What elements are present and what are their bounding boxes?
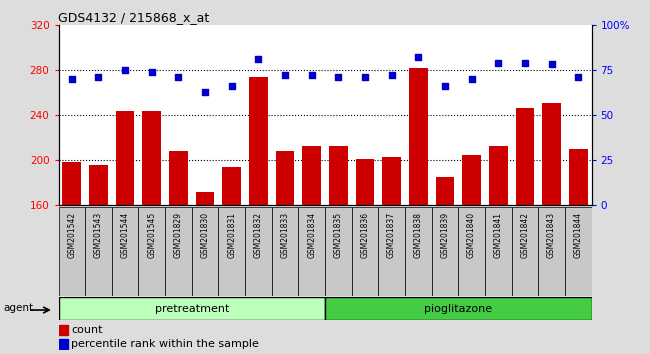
Bar [58, 339, 68, 349]
Point [173, 74, 184, 80]
Point [333, 74, 343, 80]
Bar [196, 192, 215, 205]
Bar [58, 207, 85, 296]
Bar [302, 145, 321, 205]
Text: GSM201543: GSM201543 [94, 211, 103, 258]
Bar [542, 103, 561, 205]
Point [307, 73, 317, 78]
Bar [298, 207, 325, 296]
Point [227, 83, 237, 89]
Text: pioglitazone: pioglitazone [424, 304, 492, 314]
Text: GSM201833: GSM201833 [281, 211, 289, 258]
Point [520, 60, 530, 65]
Point [386, 73, 396, 78]
Bar [485, 207, 512, 296]
Bar [58, 325, 68, 335]
Bar [515, 108, 534, 205]
Bar [512, 207, 538, 296]
Bar [329, 145, 348, 205]
Text: GSM201545: GSM201545 [148, 211, 156, 258]
Point [94, 74, 104, 80]
Text: GSM201838: GSM201838 [414, 211, 422, 257]
Bar [272, 207, 298, 296]
Text: GSM201841: GSM201841 [494, 211, 502, 257]
Text: GDS4132 / 215868_x_at: GDS4132 / 215868_x_at [58, 11, 210, 24]
Bar [352, 207, 378, 296]
Bar [538, 207, 565, 296]
Text: GSM201842: GSM201842 [521, 211, 529, 257]
Bar [62, 162, 81, 205]
Bar [325, 207, 352, 296]
Bar [58, 297, 325, 320]
Text: GSM201836: GSM201836 [361, 211, 369, 258]
Point [200, 89, 211, 95]
Point [67, 76, 77, 82]
Bar [112, 207, 138, 296]
Text: GSM201840: GSM201840 [467, 211, 476, 258]
Text: GSM201835: GSM201835 [334, 211, 343, 258]
Bar [436, 177, 454, 205]
Bar [276, 151, 294, 205]
Bar [565, 207, 592, 296]
Point [120, 67, 130, 73]
Bar [325, 297, 592, 320]
Bar [222, 167, 241, 205]
Bar [249, 77, 268, 205]
Bar [458, 207, 485, 296]
Text: agent: agent [3, 303, 33, 313]
Bar [356, 159, 374, 205]
Bar [462, 155, 481, 205]
Text: GSM201837: GSM201837 [387, 211, 396, 258]
Point [254, 56, 264, 62]
Text: GSM201844: GSM201844 [574, 211, 582, 258]
Point [147, 69, 157, 75]
Text: GSM201832: GSM201832 [254, 211, 263, 257]
Bar [89, 165, 108, 205]
Text: count: count [72, 325, 103, 335]
Point [547, 62, 557, 67]
Text: percentile rank within the sample: percentile rank within the sample [72, 339, 259, 349]
Text: GSM201843: GSM201843 [547, 211, 556, 258]
Bar [169, 151, 188, 205]
Point [413, 55, 424, 60]
Bar [245, 207, 272, 296]
Point [467, 76, 477, 82]
Text: GSM201542: GSM201542 [68, 211, 76, 258]
Bar [218, 207, 245, 296]
Bar [382, 157, 401, 205]
Text: GSM201831: GSM201831 [227, 211, 236, 257]
Bar [138, 207, 165, 296]
Bar [432, 207, 458, 296]
Point [280, 73, 291, 78]
Point [493, 60, 504, 65]
Bar [165, 207, 192, 296]
Text: GSM201834: GSM201834 [307, 211, 316, 258]
Bar [116, 110, 135, 205]
Text: GSM201830: GSM201830 [201, 211, 209, 258]
Point [360, 74, 370, 80]
Text: pretreatment: pretreatment [155, 304, 229, 314]
Text: GSM201829: GSM201829 [174, 211, 183, 257]
Bar [142, 110, 161, 205]
Bar [409, 68, 428, 205]
Bar [192, 207, 218, 296]
Bar [569, 149, 588, 205]
Bar [378, 207, 405, 296]
Bar [489, 145, 508, 205]
Text: GSM201839: GSM201839 [441, 211, 449, 258]
Bar [85, 207, 112, 296]
Bar [405, 207, 432, 296]
Point [439, 83, 450, 89]
Text: GSM201544: GSM201544 [121, 211, 129, 258]
Point [573, 74, 584, 80]
